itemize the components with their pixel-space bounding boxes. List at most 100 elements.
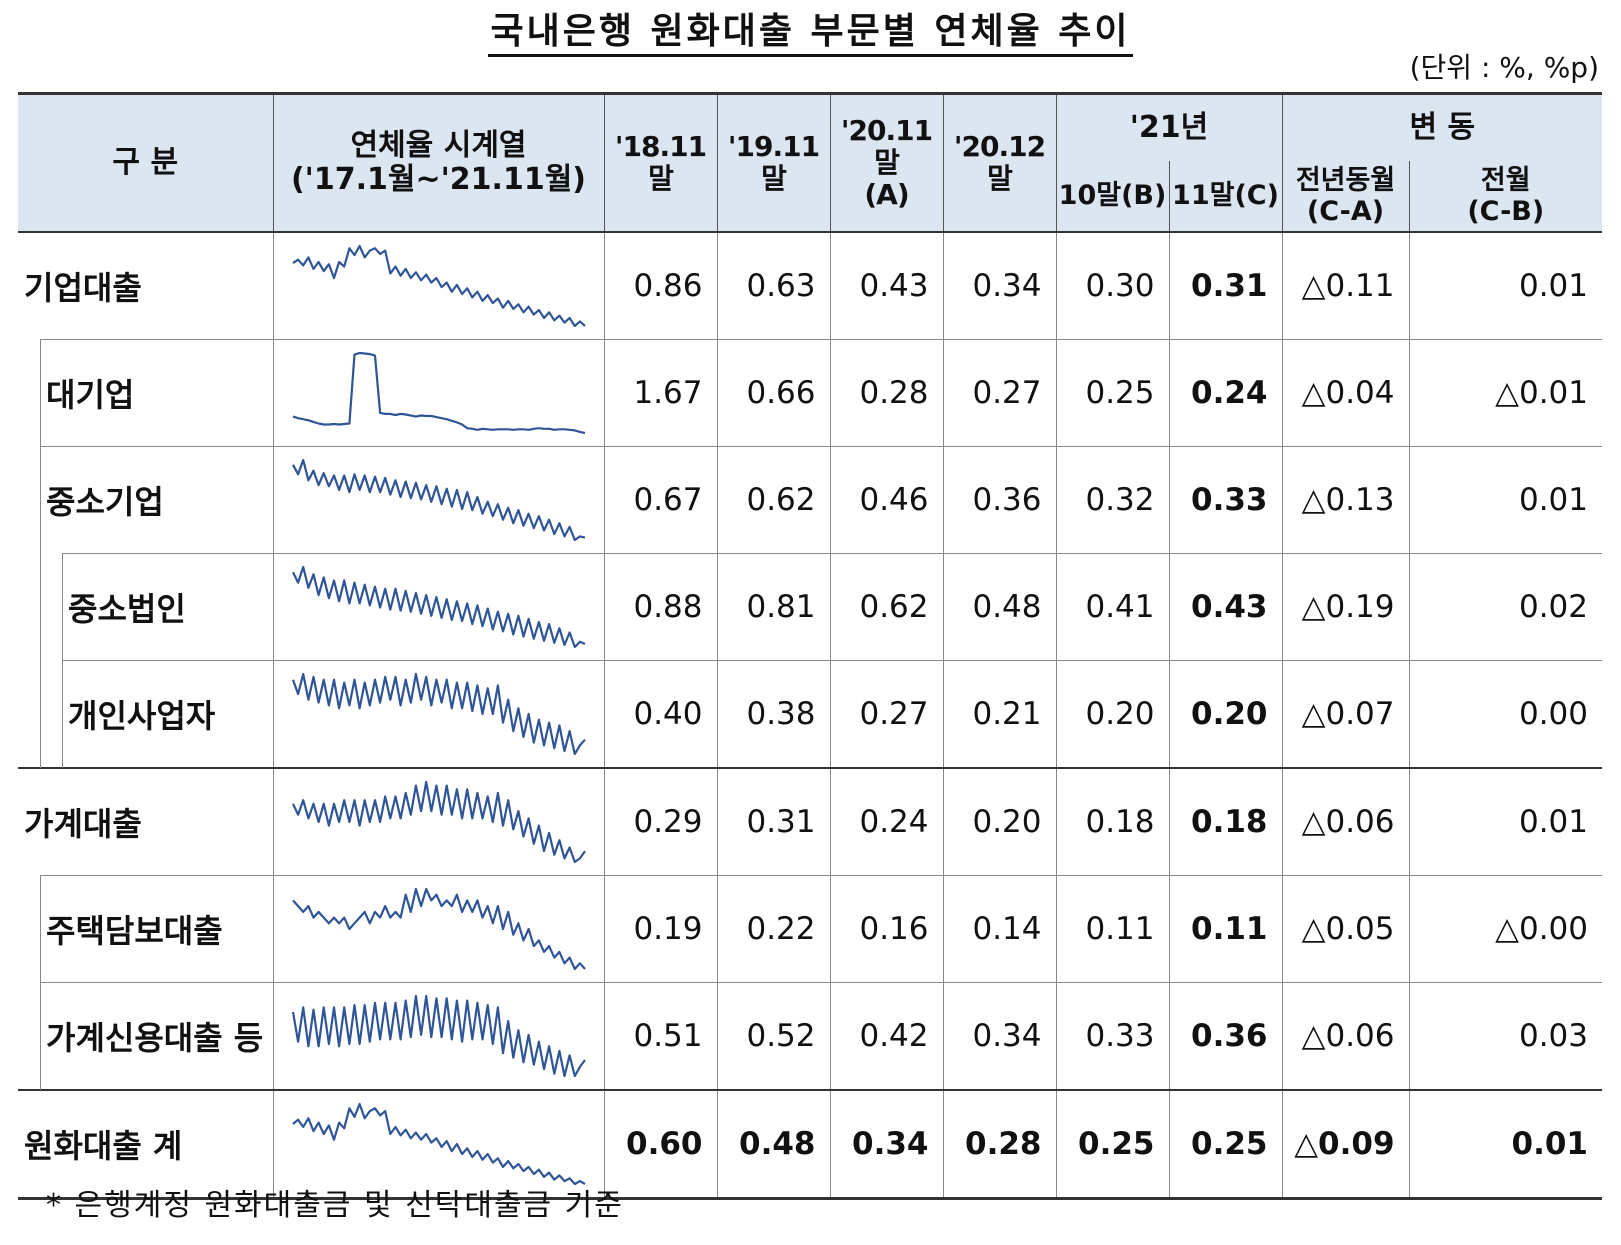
value-2012: 0.36 xyxy=(942,446,1056,554)
sparkline-cell xyxy=(272,1089,604,1200)
header-col-yoy-line2: (C-A) xyxy=(1306,196,1385,227)
value-yoy: △0.07 xyxy=(1281,660,1410,768)
value-1911: 0.63 xyxy=(716,231,830,340)
value-2011: 0.34 xyxy=(829,1089,943,1200)
value-yoy: △0.19 xyxy=(1281,553,1410,661)
row-label: 개인사업자 xyxy=(68,696,216,735)
indent-line xyxy=(40,338,41,448)
value-2011: 0.24 xyxy=(829,767,943,876)
row-label: 기업대출 xyxy=(24,269,142,308)
value-2012: 0.14 xyxy=(942,875,1056,983)
page-title-text: 국내은행 원화대출 부문별 연체율 추이 xyxy=(488,11,1133,57)
value-2111: 0.18 xyxy=(1168,767,1283,876)
header-change: 변 동 xyxy=(1281,93,1603,161)
table-row-large-corp: 대기업 1.67 0.66 0.28 0.27 0.25 0.24 △0.04 △0.01 xyxy=(18,338,1603,448)
value-2012: 0.28 xyxy=(942,1089,1056,1200)
value-yoy: △0.05 xyxy=(1281,875,1410,983)
sparkline-cell xyxy=(272,339,604,447)
value-2012: 0.21 xyxy=(942,660,1056,768)
row-separator xyxy=(62,552,273,554)
header-col-1811: '18.11말 xyxy=(603,93,718,232)
header-col-oct-text: 10말(B) xyxy=(1058,180,1167,212)
header-col-2011-line2: (A) xyxy=(864,178,909,212)
sparkline-chart xyxy=(291,458,585,542)
value-2110: 0.11 xyxy=(1055,875,1169,983)
header-col-mom-line1: 전월 xyxy=(1480,164,1531,196)
indent-line xyxy=(40,552,41,662)
value-mom: 0.01 xyxy=(1408,446,1603,554)
sparkline-series xyxy=(291,1102,586,1186)
row-separator xyxy=(40,874,273,876)
header-col-mom-line2: (C-B) xyxy=(1467,196,1545,227)
value-2110: 0.30 xyxy=(1055,231,1169,340)
value-1911: 0.48 xyxy=(716,1089,830,1200)
header-change-text: 변 동 xyxy=(1409,109,1476,145)
row-label: 주택담보대출 xyxy=(46,912,223,950)
value-2012: 0.34 xyxy=(942,982,1056,1090)
header-col-nov-text: 11말(C) xyxy=(1172,180,1279,212)
page-title: 국내은행 원화대출 부문별 연체율 추이 xyxy=(0,2,1621,57)
table-row-corporate: 기업대출 0.86 0.63 0.43 0.34 0.30 0.31 △0.11 0.01 xyxy=(18,231,1603,340)
value-1811: 0.51 xyxy=(603,982,717,1090)
header-series: 연체율 시계열 ('17.1월~'21.11월) xyxy=(272,93,605,232)
sparkline-series xyxy=(291,887,586,971)
header-series-line1: 연체율 시계열 xyxy=(350,127,527,163)
value-2111: 0.11 xyxy=(1168,875,1283,983)
row-separator xyxy=(40,338,273,340)
indent-line xyxy=(40,659,41,768)
indent-line xyxy=(40,445,41,555)
value-2110: 0.25 xyxy=(1055,339,1169,447)
value-1811: 1.67 xyxy=(603,339,717,447)
row-label-cell: 주택담보대출 xyxy=(18,874,273,984)
row-label: 중소기업 xyxy=(46,483,164,521)
value-yoy: △0.13 xyxy=(1281,446,1410,554)
footnote: * 은행계정 원화대출금 및 신탁대출금 기준 xyxy=(46,1188,624,1223)
indent-line xyxy=(62,659,63,768)
value-mom: △0.01 xyxy=(1408,339,1603,447)
header-2021: '21년 xyxy=(1055,93,1283,161)
header-category-text: 구 분 xyxy=(112,144,179,180)
header-col-nov: 11말(C) xyxy=(1168,161,1283,232)
row-label-cell: 대기업 xyxy=(18,338,273,448)
value-mom: 0.02 xyxy=(1408,553,1603,661)
sparkline-chart xyxy=(292,351,585,435)
table-row-total: 원화대출 계 0.60 0.48 0.34 0.28 0.25 0.25 △0.09 0.01 xyxy=(18,1089,1603,1200)
header-col-mom: 전월 (C-B) xyxy=(1408,161,1603,232)
value-1811: 0.67 xyxy=(603,446,717,554)
table-row-household: 가계대출 0.29 0.31 0.24 0.20 0.18 0.18 △0.06 0.01 xyxy=(18,767,1603,876)
sparkline-cell xyxy=(272,231,604,340)
header-col-yoy: 전년동월 (C-A) xyxy=(1281,161,1410,232)
value-yoy: △0.06 xyxy=(1281,767,1410,876)
sparkline-chart xyxy=(291,244,586,328)
value-1811: 0.60 xyxy=(603,1089,717,1200)
value-1911: 0.31 xyxy=(716,767,830,876)
sparkline-series xyxy=(291,458,585,542)
value-mom: 0.01 xyxy=(1408,231,1603,340)
row-separator xyxy=(62,659,273,661)
value-2110: 0.32 xyxy=(1055,446,1169,554)
row-label-cell: 기업대출 xyxy=(18,231,273,340)
value-2110: 0.20 xyxy=(1055,660,1169,768)
sparkline-series xyxy=(292,351,585,435)
sparkline-cell xyxy=(272,982,604,1090)
value-yoy: △0.11 xyxy=(1281,231,1410,340)
value-2111: 0.25 xyxy=(1168,1089,1283,1200)
row-label-cell: 중소법인 xyxy=(18,552,273,662)
value-2111: 0.33 xyxy=(1168,446,1283,554)
table-row-sole-prop: 개인사업자 0.40 0.38 0.27 0.21 0.20 0.20 △0.07 0.00 xyxy=(18,659,1603,768)
sparkline-series xyxy=(291,565,585,649)
sparkline-chart xyxy=(291,780,586,864)
unit-note: (단위 : %, %p) xyxy=(1409,51,1599,84)
row-label-cell: 개인사업자 xyxy=(18,659,273,768)
sparkline-cell xyxy=(272,875,604,983)
sparkline-series xyxy=(291,780,586,864)
header-col-yoy-line1: 전년동월 xyxy=(1295,164,1396,196)
value-2111: 0.36 xyxy=(1168,982,1283,1090)
header-col-2012: '20.12말 xyxy=(942,93,1057,232)
value-mom: 0.00 xyxy=(1408,660,1603,768)
value-1911: 0.38 xyxy=(716,660,830,768)
table-row-household-credit: 가계신용대출 등 0.51 0.52 0.42 0.34 0.33 0.36 △0.06 0.0… xyxy=(18,981,1603,1090)
row-label-cell: 원화대출 계 xyxy=(18,1089,273,1200)
value-2011: 0.46 xyxy=(829,446,943,554)
table-row-sme: 중소기업 0.67 0.62 0.46 0.36 0.32 0.33 △0.13 0.01 xyxy=(18,445,1603,555)
